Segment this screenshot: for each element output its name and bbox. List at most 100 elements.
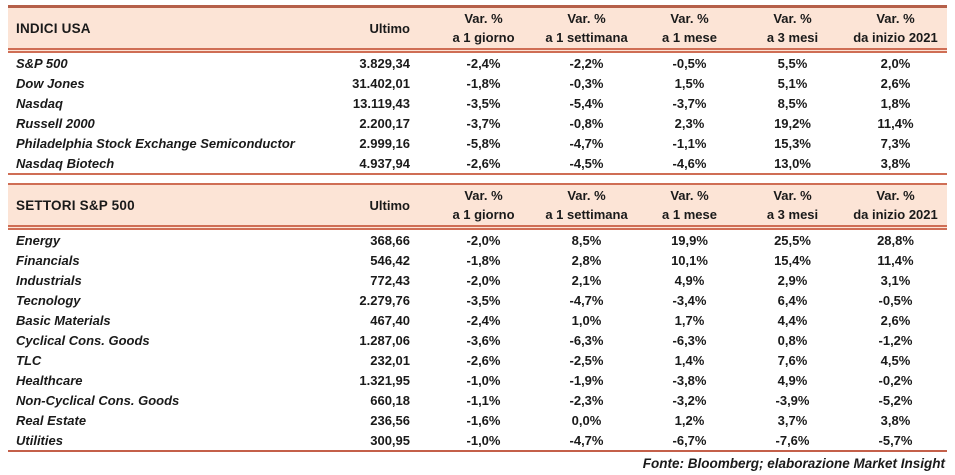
var-value: -2,0%	[466, 232, 501, 248]
var-value: -1,1%	[466, 392, 501, 408]
var-value: 1,2%	[674, 412, 705, 428]
row-label: Basic Materials	[16, 312, 111, 328]
row-label: Russell 2000	[16, 115, 95, 131]
var-value: -4,7%	[535, 430, 638, 452]
var-value: -5,4%	[569, 95, 604, 111]
column-header-var-inizio-2021: Var. % da inizio 2021	[844, 5, 947, 53]
ultimo-value: 4.937,94	[338, 153, 432, 175]
var-value: -6,7%	[638, 430, 741, 452]
table-row: Russell 2000 2.200,17 -3,7% -0,8% 2,3% 19,2% 1…	[8, 113, 947, 133]
ultimo-value: 2.200,17	[359, 115, 410, 131]
var-value: -4,7%	[569, 135, 604, 151]
ultimo-value: 1.287,06	[359, 332, 410, 348]
ultimo-value: 13.119,43	[352, 95, 410, 111]
row-label: Utilities	[8, 430, 338, 452]
column-header-var-1-mese: Var. % a 1 mese	[638, 5, 741, 53]
row-label: Nasdaq Biotech	[8, 153, 338, 175]
var-value: -3,7%	[672, 95, 707, 111]
table-row: Tecnology 2.279,76 -3,5% -4,7% -3,4% 6,4% -0,5…	[8, 290, 947, 310]
table-row: S&P 500 3.829,34 -2,4% -2,2% -0,5% 5,5% 2,0%	[8, 51, 947, 74]
column-header-var-inizio-2021: Var. % da inizio 2021	[844, 183, 947, 230]
table-gap	[8, 175, 947, 183]
source-note: Fonte: Bloomberg; elaborazione Market In…	[642, 456, 945, 471]
ultimo-value: 2.999,16	[359, 135, 410, 151]
column-header-var-3-mesi: Var. % a 3 mesi	[741, 183, 844, 230]
settori-sp500-header: SETTORI S&P 500 Ultimo Var. % a 1 giorno…	[8, 183, 947, 230]
var-value: 15,4%	[774, 252, 811, 268]
table-row: Dow Jones 31.402,01 -1,8% -0,3% 1,5% 5,1% 2,6%	[8, 73, 947, 93]
settori-sp500-table: SETTORI S&P 500 Ultimo Var. % a 1 giorno…	[8, 183, 947, 452]
ultimo-value: 467,40	[370, 312, 410, 328]
var-value: -3,7%	[466, 115, 501, 131]
var-value: 2,0%	[880, 55, 911, 71]
var-value: -0,8%	[569, 115, 604, 131]
ultimo-value: 232,01	[370, 352, 410, 368]
table-row: Cyclical Cons. Goods 1.287,06 -3,6% -6,3% -6…	[8, 330, 947, 350]
var-value: 4,9%	[777, 372, 808, 388]
column-header-var-1-mese: Var. % a 1 mese	[638, 183, 741, 230]
row-label: Philadelphia Stock Exchange Semiconducto…	[16, 135, 295, 151]
var-value: 3,7%	[777, 412, 808, 428]
var-value: 1,5%	[674, 75, 705, 91]
column-header-var-3-mesi: Var. % a 3 mesi	[741, 5, 844, 53]
var-value: 15,3%	[774, 135, 811, 151]
var-value: 3,1%	[880, 272, 911, 288]
row-label: TLC	[16, 352, 42, 368]
var-value: 8,5%	[777, 95, 808, 111]
ultimo-value: 236,56	[370, 412, 410, 428]
var-value: 2,6%	[880, 75, 911, 91]
var-value: 2,8%	[571, 252, 602, 268]
var-value: 10,1%	[671, 252, 708, 268]
table-row: Industrials 772,43 -2,0% 2,1% 4,9% 2,9% 3,1%	[8, 270, 947, 290]
var-value: 2,1%	[571, 272, 602, 288]
var-value: -1,8%	[466, 75, 501, 91]
ultimo-value: 300,95	[338, 430, 432, 452]
var-value: 5,1%	[777, 75, 808, 91]
ultimo-value: 772,43	[370, 272, 410, 288]
table-row: Energy 368,66 -2,0% 8,5% 19,9% 25,5% 28,8%	[8, 228, 947, 251]
var-value: 28,8%	[877, 232, 914, 248]
table-row: Philadelphia Stock Exchange Semiconducto…	[8, 133, 947, 153]
column-header-ultimo: Ultimo	[338, 5, 432, 53]
var-value: 1,7%	[674, 312, 705, 328]
var-value: -1,1%	[672, 135, 707, 151]
var-value: -1,6%	[466, 412, 501, 428]
ultimo-value: 660,18	[370, 392, 410, 408]
var-value: -1,2%	[878, 332, 913, 348]
var-value: -4,7%	[569, 292, 604, 308]
table-row: Financials 546,42 -1,8% 2,8% 10,1% 15,4% 11,4%	[8, 250, 947, 270]
table-row: Utilities 300,95 -1,0% -4,7% -6,7% -7,6% -5,7%	[8, 430, 947, 452]
var-value: -3,8%	[672, 372, 707, 388]
var-value: 3,8%	[880, 412, 911, 428]
var-value: 1,0%	[571, 312, 602, 328]
var-value: 13,0%	[741, 153, 844, 175]
var-value: -1,9%	[569, 372, 604, 388]
var-value: 1,8%	[880, 95, 911, 111]
table-row: Healthcare 1.321,95 -1,0% -1,9% -3,8% 4,9% -0,…	[8, 370, 947, 390]
var-value: -1,0%	[432, 430, 535, 452]
header-row: INDICI USA Ultimo Var. % a 1 giorno Var.…	[8, 5, 947, 53]
var-value: -0,5%	[672, 55, 707, 71]
column-header-var-1-settimana: Var. % a 1 settimana	[535, 5, 638, 53]
var-value: -2,4%	[466, 55, 501, 71]
row-label: Dow Jones	[16, 75, 85, 91]
var-value: 1,4%	[674, 352, 705, 368]
var-value: 4,4%	[777, 312, 808, 328]
var-value: 7,3%	[880, 135, 911, 151]
ultimo-value: 546,42	[370, 252, 410, 268]
var-value: 4,5%	[880, 352, 911, 368]
var-value: 0,8%	[777, 332, 808, 348]
row-label: Tecnology	[16, 292, 81, 308]
var-value: -2,2%	[569, 55, 604, 71]
var-value: -3,4%	[672, 292, 707, 308]
column-header-var-1-giorno: Var. % a 1 giorno	[432, 5, 535, 53]
var-value: 8,5%	[571, 232, 602, 248]
row-label: Financials	[16, 252, 80, 268]
column-header-ultimo: Ultimo	[338, 183, 432, 230]
var-value: 4,9%	[674, 272, 705, 288]
ultimo-value: 3.829,34	[359, 55, 410, 71]
var-value: 7,6%	[777, 352, 808, 368]
var-value: -3,2%	[672, 392, 707, 408]
table-row: TLC 232,01 -2,6% -2,5% 1,4% 7,6% 4,5%	[8, 350, 947, 370]
